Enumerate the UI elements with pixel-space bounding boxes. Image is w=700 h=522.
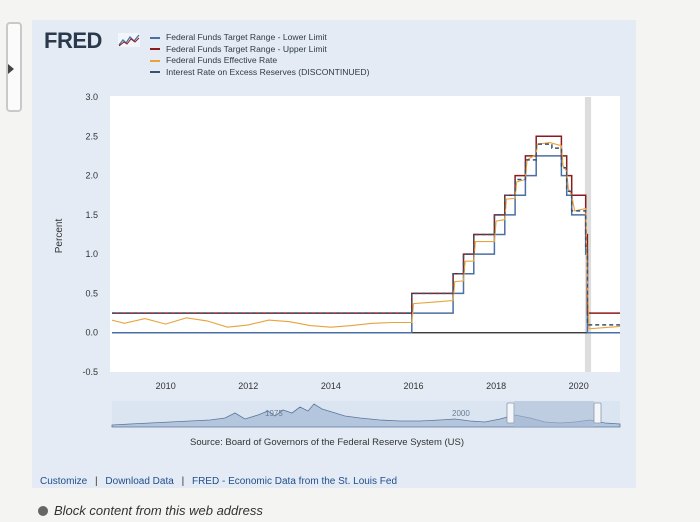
- customize-link[interactable]: Customize: [40, 476, 88, 487]
- x-tick-label: 2012: [238, 381, 258, 391]
- series-lower-limit-line: [112, 155, 620, 334]
- block-icon: [38, 505, 48, 516]
- y-axis-label: Percent: [54, 219, 65, 254]
- y-tick-label: 0.0: [85, 328, 98, 338]
- y-tick-label: 1.0: [85, 249, 98, 259]
- fred-graph-icon: [118, 33, 140, 47]
- legend-item-effective: Federal Funds Effective Rate: [150, 55, 369, 67]
- legend-swatch-effective: [150, 59, 160, 62]
- footer-links: Customize | Download Data | FRED - Econo…: [40, 476, 397, 487]
- series-ioer-line: [112, 143, 620, 326]
- expand-arrow-icon[interactable]: [8, 64, 14, 74]
- fred-logo: FRED: [44, 28, 102, 53]
- chart-legend: Federal Funds Target Range - Lower Limit…: [150, 32, 369, 78]
- block-content-label: Block content from this web address: [54, 503, 263, 518]
- navigator-selection[interactable]: [514, 401, 594, 427]
- y-tick-label: 0.5: [85, 288, 98, 298]
- series-effective-rate-line: [111, 142, 621, 330]
- y-tick-label: 2.0: [85, 171, 98, 181]
- legend-item-ioer: Interest Rate on Excess Reserves (DISCON…: [150, 67, 369, 79]
- legend-label-upper: Federal Funds Target Range - Upper Limit: [166, 43, 327, 54]
- legend-swatch-ioer: [150, 71, 160, 74]
- legend-swatch-lower: [150, 36, 160, 39]
- x-tick-label: 2010: [156, 381, 176, 391]
- x-tick-label: 2014: [321, 381, 341, 391]
- fred-home-link[interactable]: FRED - Economic Data from the St. Louis …: [191, 476, 398, 487]
- footer-separator: |: [95, 476, 98, 487]
- navigator-handle-right[interactable]: [593, 402, 602, 424]
- x-tick-label: 2020: [569, 381, 589, 391]
- y-tick-label: 1.5: [85, 210, 98, 220]
- y-tick-label: -0.5: [82, 367, 98, 377]
- x-tick-label: 2018: [486, 381, 506, 391]
- navigator-handle-left[interactable]: [506, 402, 515, 424]
- plot-background: [110, 96, 620, 372]
- legend-item-upper: Federal Funds Target Range - Upper Limit: [150, 44, 369, 56]
- footer-separator: |: [181, 476, 185, 487]
- navigator-year-label: 1975: [265, 409, 283, 418]
- legend-swatch-upper: [150, 48, 160, 51]
- series-upper-limit-line: [112, 135, 620, 314]
- navigator-year-label: 2000: [452, 409, 470, 418]
- legend-item-lower: Federal Funds Target Range - Lower Limit: [150, 32, 369, 44]
- y-tick-label: 3.0: [85, 92, 98, 102]
- legend-label-effective: Federal Funds Effective Rate: [166, 55, 278, 65]
- download-data-link[interactable]: Download Data: [105, 476, 174, 487]
- legend-label-lower: Federal Funds Target Range - Lower Limit: [166, 32, 327, 42]
- chart-source: Source: Board of Governors of the Federa…: [190, 437, 465, 448]
- legend-label-ioer: Interest Rate on Excess Reserves (DISCON…: [166, 66, 370, 77]
- x-tick-label: 2016: [403, 381, 423, 391]
- block-content-notice[interactable]: Block content from this web address: [38, 503, 263, 518]
- y-tick-label: 2.5: [85, 131, 98, 141]
- side-panel-tab[interactable]: [6, 22, 22, 112]
